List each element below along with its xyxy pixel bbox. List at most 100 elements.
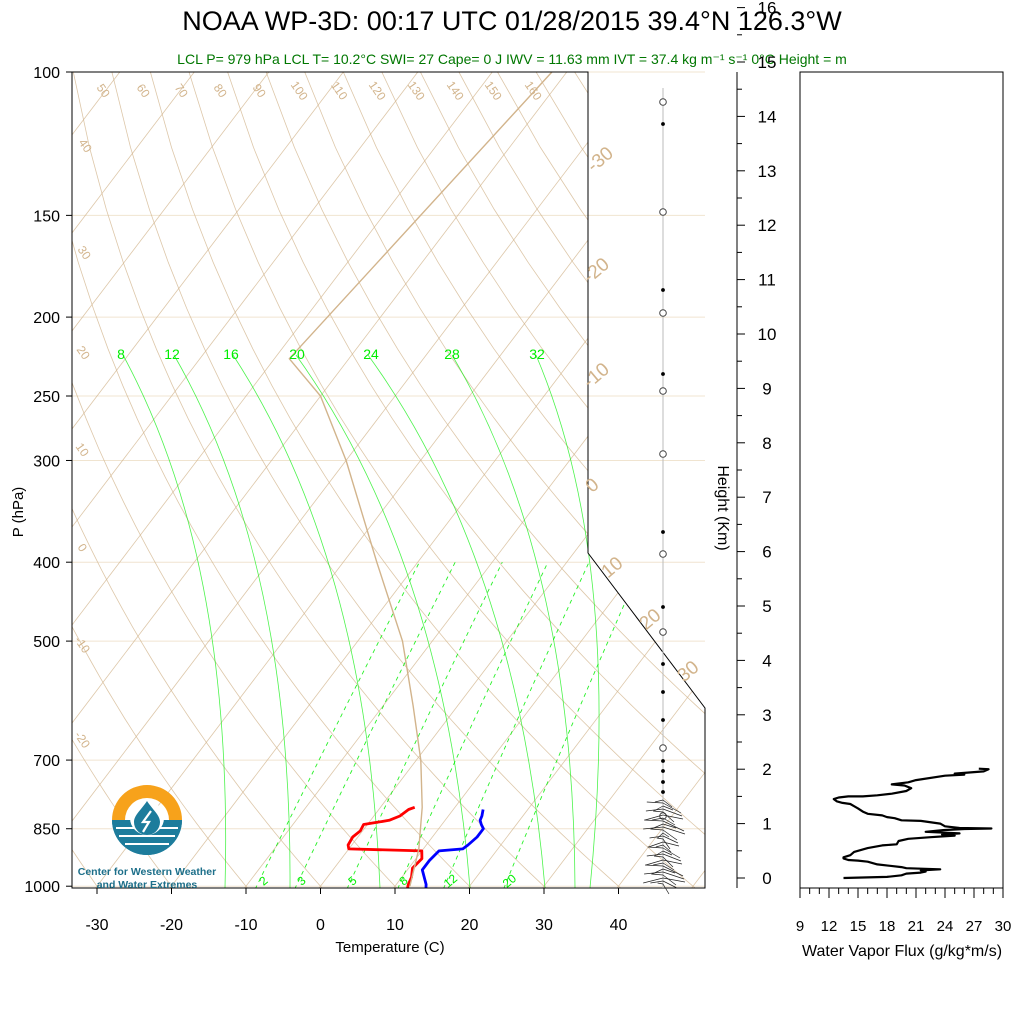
temperature-tick-label: -10 bbox=[234, 917, 257, 934]
temperature-tick-label: 40 bbox=[610, 917, 628, 934]
flux-tick-label: 21 bbox=[908, 918, 925, 935]
mixing-ratio-label: 28 bbox=[444, 346, 460, 362]
wind-barb bbox=[662, 844, 672, 853]
isotherm-label: 10 bbox=[598, 553, 628, 583]
wind-dot bbox=[661, 530, 665, 534]
dry-adiabat-label: 130 bbox=[405, 78, 428, 103]
isotherm-line bbox=[530, 72, 705, 888]
isotherm-line bbox=[72, 72, 195, 888]
temperature-tick-label: 0 bbox=[316, 917, 325, 934]
isotherm-line bbox=[72, 72, 642, 888]
moist-adiabat-label: 40 bbox=[76, 136, 95, 155]
height-tick-label: 16 bbox=[758, 0, 777, 18]
wind-barb bbox=[653, 805, 664, 812]
calm-circle bbox=[659, 98, 667, 106]
flux-tick-label: 24 bbox=[937, 918, 954, 935]
temperature-tick-label: -30 bbox=[85, 917, 108, 934]
dry-adiabat-line bbox=[188, 72, 705, 888]
wind-barb bbox=[662, 853, 682, 862]
moist-adiabat-line bbox=[173, 354, 291, 888]
isotherm-label: -20 bbox=[579, 254, 614, 288]
mixing-ratio-line bbox=[247, 561, 420, 888]
moist-adiabat-line bbox=[122, 354, 227, 888]
calm-circle bbox=[659, 628, 667, 636]
wind-barb bbox=[662, 814, 684, 820]
wind-barb bbox=[644, 819, 664, 822]
dry-adiabat-label: 100 bbox=[288, 78, 311, 103]
pressure-tick-label: 250 bbox=[33, 389, 60, 406]
wind-dot bbox=[661, 769, 665, 773]
moist-adiabat-label: 20 bbox=[74, 343, 93, 362]
flux-tick-label: 27 bbox=[966, 918, 983, 935]
wind-dot bbox=[661, 122, 665, 126]
dry-adiabat-line bbox=[72, 72, 337, 888]
dry-adiabat-line bbox=[72, 72, 412, 888]
moist-adiabat-line bbox=[451, 354, 576, 888]
wind-barb bbox=[648, 841, 664, 848]
wind-barb bbox=[662, 874, 677, 886]
temperature-tick-label: -20 bbox=[160, 917, 183, 934]
mixing-ratio-label: 24 bbox=[363, 346, 379, 362]
dry-adiabat-line bbox=[227, 72, 705, 888]
wind-barb bbox=[662, 802, 682, 814]
wind-barb bbox=[643, 826, 664, 830]
wind-barb bbox=[662, 835, 679, 844]
flux-axis: 9 12 15 18 21 24 27 30 bbox=[796, 888, 1011, 935]
isotherm-label: 0 bbox=[582, 474, 604, 497]
calm-circle bbox=[659, 450, 667, 458]
pressure-tick-label: 1000 bbox=[24, 879, 60, 896]
logo-text-line1: Center for Western Weather bbox=[78, 866, 216, 878]
dry-adiabat-line bbox=[304, 72, 705, 888]
dry-adiabat-line bbox=[265, 72, 705, 888]
isotherm-line bbox=[72, 72, 270, 888]
cw3e-logo bbox=[112, 785, 182, 855]
mixing-ratio-label: 20 bbox=[289, 346, 305, 362]
wind-dot bbox=[661, 790, 665, 794]
mixing-ratio-line bbox=[497, 562, 644, 888]
calm-circle bbox=[659, 208, 667, 216]
height-tick-label: 15 bbox=[758, 53, 777, 72]
wind-barb bbox=[657, 882, 664, 885]
height-tick-label: 5 bbox=[762, 597, 771, 616]
pressure-tick-label: 500 bbox=[33, 634, 60, 651]
calm-circle bbox=[659, 309, 667, 317]
moist-adiabat-line bbox=[295, 354, 471, 888]
dry-adiabat-line bbox=[535, 72, 705, 888]
pressure-tick-label: 200 bbox=[33, 310, 60, 327]
height-tick-label: 7 bbox=[762, 488, 771, 507]
mixing-ratio-line bbox=[436, 562, 590, 888]
header-stats: LCL P= 979 hPa LCL T= 10.2°C SWI= 27 Cap… bbox=[177, 51, 847, 67]
wind-barb bbox=[645, 859, 664, 866]
moist-adiabat-line bbox=[367, 354, 546, 888]
mixing-ratio-label: 12 bbox=[164, 346, 180, 362]
wind-dot bbox=[661, 759, 665, 763]
height-tick-label: 10 bbox=[758, 325, 777, 344]
pressure-axis: 100 150 200 250 300 400 500 700 850 1000 bbox=[24, 65, 72, 896]
isotherm-line bbox=[456, 72, 705, 888]
mixing-ratio-label: 32 bbox=[529, 346, 545, 362]
height-tick-label: 3 bbox=[762, 706, 771, 725]
series-dewpoint-line bbox=[420, 809, 485, 888]
header-title: NOAA WP-3D: 00:17 UTC 01/28/2015 39.4°N … bbox=[182, 6, 842, 36]
dry-adiabat-line bbox=[574, 72, 705, 888]
moist-adiabats bbox=[122, 354, 600, 888]
wind-barb bbox=[662, 847, 681, 859]
pressure-gridlines bbox=[72, 71, 705, 887]
isotherm-line bbox=[72, 72, 419, 888]
height-tick-label: 8 bbox=[762, 434, 771, 453]
wind-barb bbox=[662, 805, 674, 811]
wind-dot bbox=[661, 662, 665, 666]
dry-adiabat-line bbox=[111, 72, 639, 888]
wind-barb bbox=[662, 808, 683, 817]
wind-barb bbox=[651, 873, 664, 876]
dry-adiabat-line bbox=[458, 72, 705, 888]
flux-tick-label: 12 bbox=[821, 918, 838, 935]
height-tick-label: 1 bbox=[762, 815, 771, 834]
temperature-tick-label: 20 bbox=[461, 917, 479, 934]
wind-barb bbox=[662, 799, 673, 808]
flux-tick-label: 15 bbox=[850, 918, 867, 935]
temperature-tick-label: 10 bbox=[386, 917, 404, 934]
wind-barb bbox=[662, 871, 685, 880]
temperature-axis: -30 -20 -10 0 10 20 30 40 bbox=[85, 888, 628, 934]
